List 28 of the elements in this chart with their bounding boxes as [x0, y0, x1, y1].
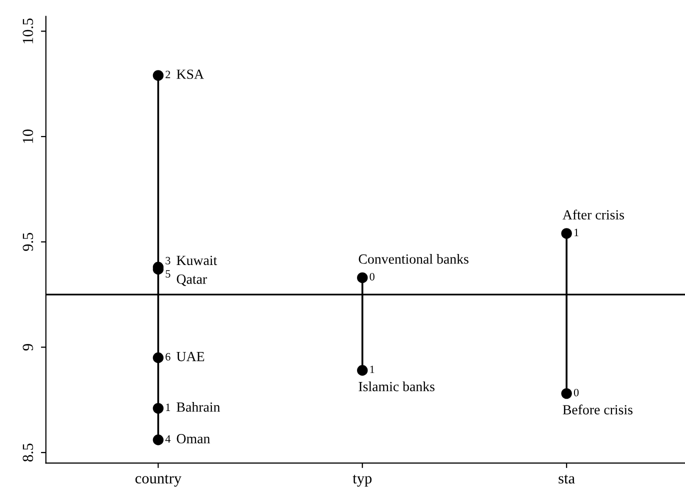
annotation: Qatar [176, 274, 207, 286]
annotation: Oman [176, 434, 210, 444]
series-label: 1 [166, 404, 170, 411]
series-label: 6 [166, 353, 170, 361]
series-label: 0 [370, 272, 374, 280]
series-label: 0 [574, 388, 579, 396]
annotation: Islamic banks [358, 381, 434, 392]
y-tick-label: 9.5 [22, 232, 34, 251]
y-tick-label: 10.5 [22, 18, 34, 44]
annotation: Conventional banks [358, 254, 468, 264]
y-tick-label: 8.5 [22, 444, 34, 462]
y-tick-label: 9 [22, 344, 34, 351]
x-tick-label: sta [558, 474, 575, 484]
annotation: KSA [176, 70, 204, 79]
x-tick-label: country [135, 474, 182, 487]
annotation: After crisis [562, 210, 624, 220]
y-tick-label: 10 [22, 129, 34, 143]
series-label: 5 [166, 270, 170, 278]
annotation: UAE [176, 352, 204, 362]
series-label: 2 [166, 70, 170, 78]
annotation: Bahrain [176, 402, 220, 412]
annotation: Kuwait [176, 256, 218, 266]
annotation: Before crisis [562, 404, 632, 414]
x-tick-label: typ [352, 474, 372, 487]
series-label: 1 [370, 366, 374, 374]
series-label: 3 [166, 256, 170, 264]
series-label: 1 [574, 228, 578, 236]
series-label: 4 [165, 435, 171, 443]
